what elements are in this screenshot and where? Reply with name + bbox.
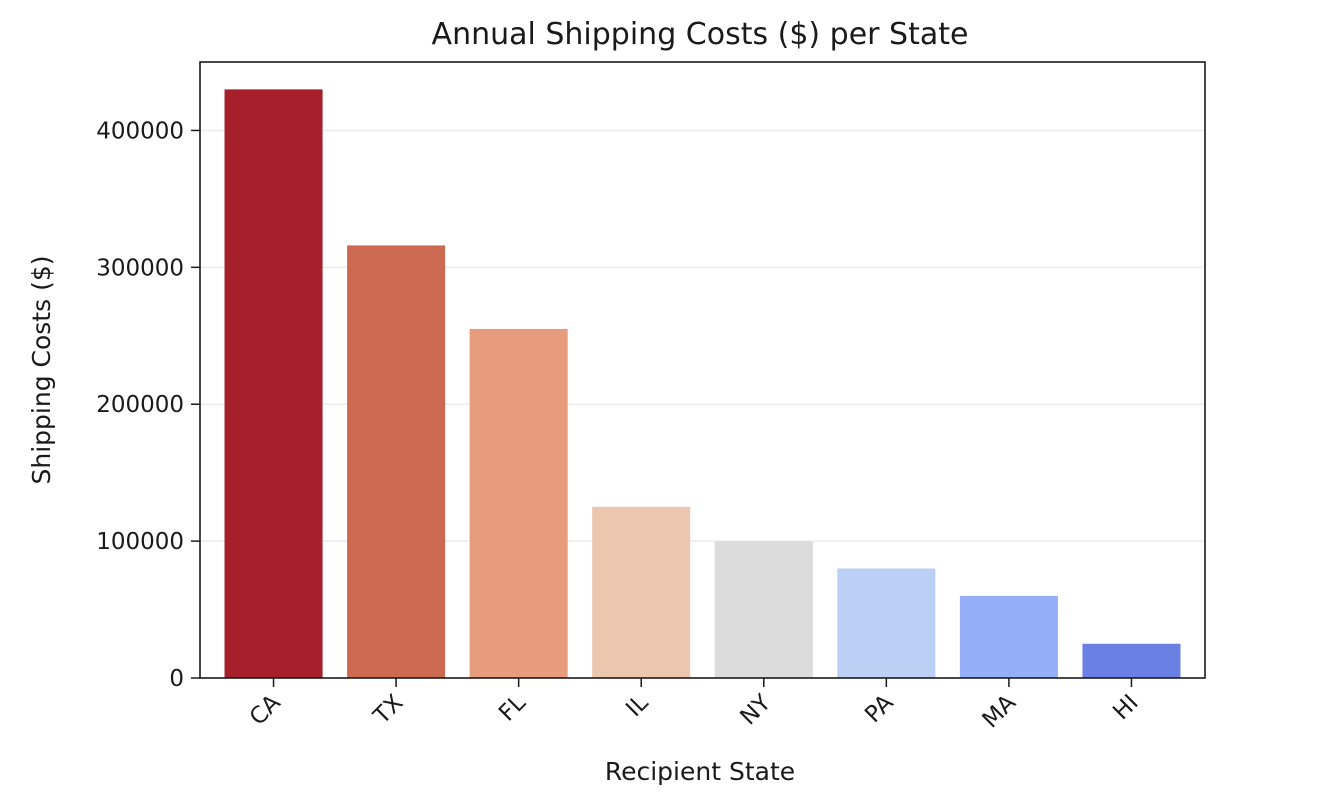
y-tick-label: 0 — [169, 666, 184, 692]
bar-ca — [224, 89, 323, 678]
bar-il — [592, 506, 691, 678]
x-tick-label: IL — [621, 690, 653, 722]
plot-frame — [199, 61, 1206, 679]
x-axis-ticks: CA TX FL IL NY PA MA HI — [245, 678, 1144, 733]
bars — [224, 89, 1181, 679]
bar-pa — [837, 568, 936, 678]
y-axis-ticks: 0 100000 200000 300000 400000 — [96, 118, 200, 692]
bar-ma — [959, 595, 1058, 678]
x-tick-label: TX — [368, 690, 408, 730]
y-tick-label: 200000 — [96, 392, 184, 418]
x-tick-label: NY — [736, 689, 777, 730]
bar-tx — [347, 245, 446, 679]
bar-ny — [714, 541, 813, 678]
x-tick-label: MA — [978, 690, 1022, 734]
y-axis-label: Shipping Costs ($) — [27, 256, 56, 485]
x-tick-label: FL — [494, 690, 531, 727]
bar-hi — [1082, 643, 1181, 678]
chart-title: Annual Shipping Costs ($) per State — [432, 17, 969, 52]
x-axis-label: Recipient State — [605, 757, 795, 786]
y-tick-label: 400000 — [96, 118, 184, 144]
x-tick-label: HI — [1108, 690, 1143, 725]
x-tick-label: PA — [860, 690, 898, 728]
y-tick-label: 100000 — [96, 529, 184, 555]
y-tick-label: 300000 — [96, 255, 184, 281]
x-tick-label: CA — [245, 690, 286, 731]
bar-fl — [469, 328, 568, 678]
